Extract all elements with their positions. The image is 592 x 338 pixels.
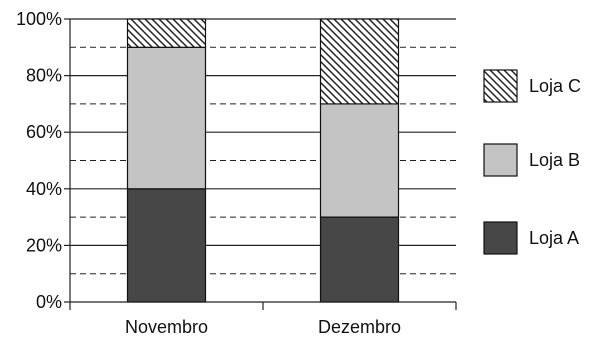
x-tick-label: Dezembro [318, 317, 401, 337]
bar-segment-loja-c-dezembro [319, 18, 400, 105]
y-tick-label: 0% [36, 292, 62, 312]
bar-segment-loja-a-dezembro [319, 216, 400, 303]
y-tick-label: 100% [16, 9, 62, 29]
legend-label: Loja B [529, 150, 580, 170]
bar-segment-loja-b-novembro [126, 46, 207, 190]
legend-swatch-loja-c [483, 69, 518, 103]
axes: 0% 20% 40% 60% 80% 100% Novembro Dezembro [16, 9, 457, 337]
y-tick-label: 80% [26, 66, 62, 86]
bar-segment-loja-b-dezembro [319, 103, 400, 218]
legend-label: Loja A [529, 228, 579, 248]
bar-segment-loja-a-novembro [126, 188, 207, 303]
x-tick-label: Novembro [125, 317, 208, 337]
bar-segment-loja-c-novembro [126, 18, 207, 48]
legend-label: Loja C [529, 76, 581, 96]
legend: Loja C Loja B Loja A [483, 69, 581, 255]
y-tick-label: 60% [26, 122, 62, 142]
legend-swatch-loja-b [483, 143, 518, 177]
y-tick-label: 20% [26, 235, 62, 255]
y-tick-label: 40% [26, 179, 62, 199]
bars [126, 18, 400, 303]
legend-swatch-loja-a [483, 221, 518, 255]
